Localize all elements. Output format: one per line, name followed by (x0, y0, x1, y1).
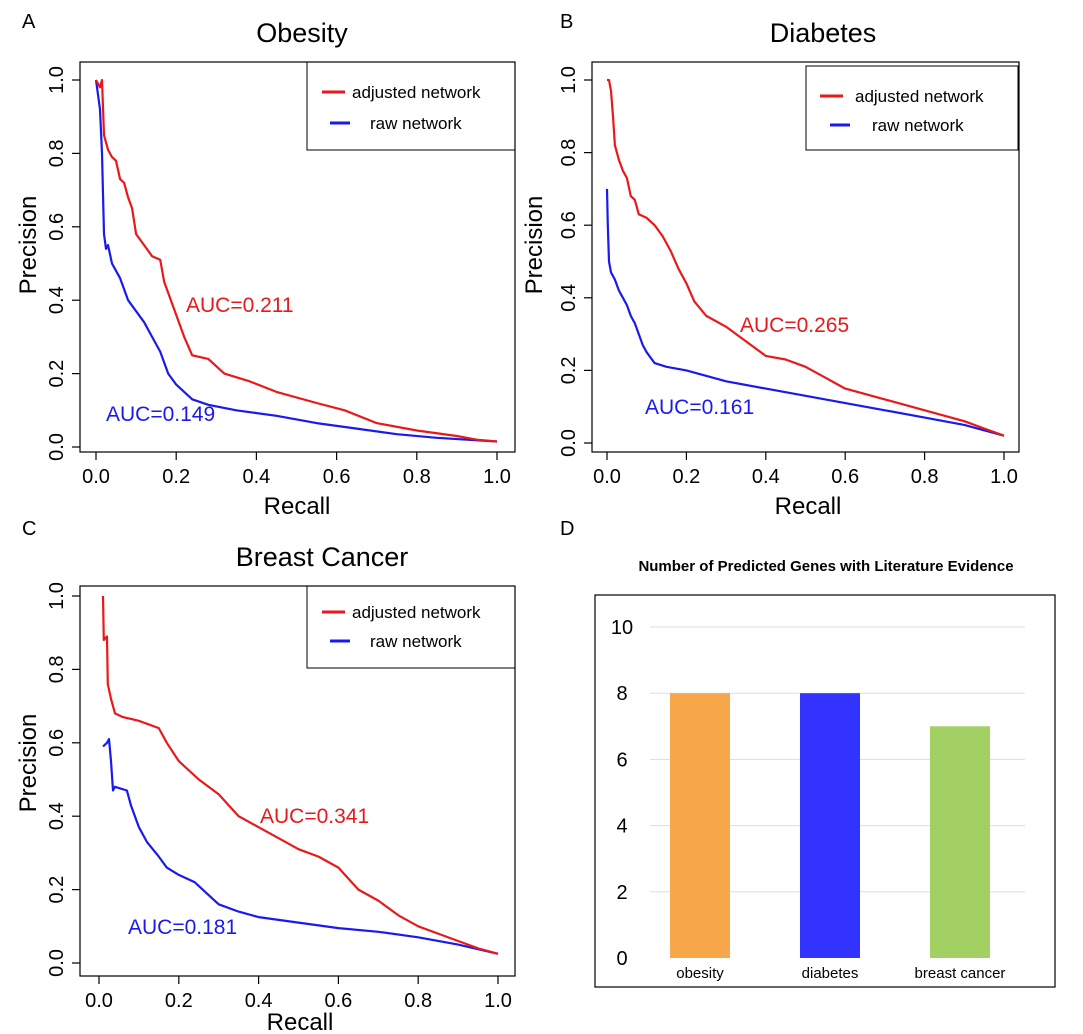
x-axis-label: Recall (775, 493, 842, 520)
y-tick-label: 8 (616, 683, 627, 705)
y-tick-label: 0.4 (558, 284, 580, 312)
legend-label-raw: raw network (370, 632, 462, 651)
category-label: diabetes (802, 965, 859, 982)
y-tick-label: 0.8 (558, 139, 580, 167)
obesity-pr-curve-panel: Obesity 0.0 0.2 0.4 0.6 0.8 1.00.00.20.40.60.… (15, 18, 516, 520)
y-tick-label: 0.0 (46, 949, 68, 977)
y-tick-label: 0.2 (558, 356, 580, 384)
legend-label-raw: raw network (370, 114, 462, 133)
series-line-raw (102, 738, 499, 955)
x-tick-label: 0.6 (323, 466, 351, 488)
plot-area: 0 2 4 6 8 10 obesity diabetes breast cancer (594, 594, 1056, 988)
y-tick-label: 0.2 (46, 360, 68, 388)
auc-annotation-adjusted: AUC=0.265 (740, 314, 849, 337)
legend: adjusted network raw network (805, 65, 1019, 151)
y-tick-label: 0.6 (46, 729, 68, 757)
chart-title: Obesity (256, 18, 348, 48)
plot-frame (79, 585, 516, 977)
auc-annotation-adjusted: AUC=0.341 (260, 805, 369, 828)
x-tick-label: 0.6 (324, 990, 352, 1012)
x-tick-label: 0.8 (404, 990, 432, 1012)
x-tick-label: 0.0 (593, 466, 621, 488)
series-line-adjusted (95, 78, 498, 443)
x-tick-label: 0.4 (245, 990, 273, 1012)
bar-breast-cancer (930, 726, 990, 958)
legend-box (306, 585, 516, 669)
x-tick-label: 0.8 (403, 466, 431, 488)
breast-cancer-pr-curve-panel: Breast Cancer 0.0 0.2 0.4 0.6 0.8 1.00.00.20.… (15, 542, 516, 1034)
legend-label-adjusted: adjusted network (352, 83, 481, 102)
y-tick-label: 10 (611, 617, 633, 639)
chart-title: Number of Predicted Genes with Literatur… (638, 558, 1013, 575)
auc-annotation-raw: AUC=0.161 (645, 396, 754, 419)
y-tick-label: 2 (616, 882, 627, 904)
panel-letter-b: B (560, 11, 573, 33)
y-tick-label: 6 (616, 749, 627, 771)
category-label: obesity (676, 965, 724, 982)
series-line-adjusted (101, 595, 499, 955)
category-label: breast cancer (915, 965, 1006, 982)
legend-label-raw: raw network (872, 116, 964, 135)
y-tick-label: 0.6 (46, 213, 68, 241)
x-axis-label: Recall (267, 1009, 334, 1034)
y-tick-label: 0.2 (46, 876, 68, 904)
y-tick-label: 1.0 (46, 66, 68, 94)
y-tick-label: 4 (616, 816, 627, 838)
y-tick-label: 1.0 (46, 582, 68, 610)
plot-area: 0.0 0.2 0.4 0.6 0.8 1.0 0.0 0.2 0.4 0.6 0.8 1.0 (558, 61, 1020, 488)
y-tick-label: 0.6 (558, 211, 580, 239)
chart-title: Diabetes (770, 18, 877, 48)
y-tick-label: 0.4 (46, 802, 68, 830)
legend-box (306, 61, 516, 151)
panel-letter-c: C (22, 518, 36, 540)
y-axis-label: Precision (15, 196, 42, 295)
y-axis-label: Precision (15, 714, 42, 813)
y-tick-label: 0.8 (46, 655, 68, 683)
series-line-raw (94, 79, 498, 443)
bar-obesity (670, 693, 730, 958)
y-tick-label: 1.0 (558, 66, 580, 94)
x-tick-label: 0.4 (752, 466, 780, 488)
x-tick-label: 0.2 (162, 466, 190, 488)
legend: adjusted network raw network (306, 61, 516, 151)
plot-area: 0.0 0.2 0.4 0.6 0.8 1.0 0.0 0.2 0.4 0.6 0.8 1.0 (46, 582, 516, 1012)
x-tick-label: 0.0 (85, 990, 113, 1012)
auc-annotation-adjusted: AUC=0.211 (186, 294, 294, 317)
x-tick-label: 1.0 (990, 466, 1018, 488)
panel-letter-a: A (22, 11, 36, 33)
legend-label-adjusted: adjusted network (352, 603, 481, 622)
plot-frame (591, 61, 1020, 453)
x-tick-label: 1.0 (484, 990, 512, 1012)
x-axis-label: Recall (264, 493, 331, 520)
literature-evidence-bar-panel: Number of Predicted Genes with Literatur… (594, 558, 1056, 988)
x-tick-label: 0.8 (911, 466, 939, 488)
diabetes-pr-curve-panel: Diabetes 0.0 0.2 0.4 0.6 0.8 1.00.00.20.40.60… (521, 18, 1020, 520)
x-tick-label: 0.2 (672, 466, 700, 488)
y-tick-label: 0.0 (558, 429, 580, 457)
auc-annotation-raw: AUC=0.181 (128, 916, 237, 939)
bar-diabetes (800, 693, 860, 958)
x-tick-label: 0.4 (242, 466, 270, 488)
series-line-raw (605, 188, 1005, 437)
y-tick-label: 0.0 (46, 433, 68, 461)
series-line-adjusted (607, 78, 1005, 437)
plot-area: 0.0 0.2 0.4 0.6 0.8 1.0 0.0 0.2 0.4 0.6 0.8 1.0 (46, 61, 516, 488)
legend-box (805, 65, 1019, 151)
legend: adjusted network raw network (306, 585, 516, 669)
chart-title: Breast Cancer (236, 542, 409, 572)
x-tick-label: 0.2 (165, 990, 193, 1012)
y-axis-label: Precision (521, 196, 548, 295)
plot-frame (79, 61, 516, 453)
x-tick-label: 0.0 (82, 466, 110, 488)
panel-letter-d: D (560, 518, 574, 540)
legend-label-adjusted: adjusted network (855, 87, 984, 106)
y-tick-label: 0.8 (46, 139, 68, 167)
x-tick-label: 1.0 (483, 466, 511, 488)
auc-annotation-raw: AUC=0.149 (106, 403, 215, 426)
x-tick-label: 0.6 (831, 466, 859, 488)
y-tick-label: 0 (616, 948, 627, 970)
y-tick-label: 0.4 (46, 286, 68, 314)
